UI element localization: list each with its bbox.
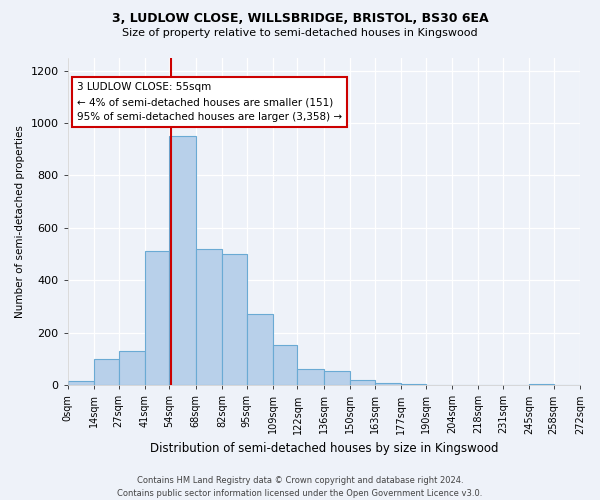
Y-axis label: Number of semi-detached properties: Number of semi-detached properties <box>15 125 25 318</box>
Bar <box>222 254 247 385</box>
Bar <box>94 359 119 385</box>
Text: Contains HM Land Registry data © Crown copyright and database right 2024.
Contai: Contains HM Land Registry data © Crown c… <box>118 476 482 498</box>
Text: 3 LUDLOW CLOSE: 55sqm
← 4% of semi-detached houses are smaller (151)
95% of semi: 3 LUDLOW CLOSE: 55sqm ← 4% of semi-detac… <box>77 82 342 122</box>
X-axis label: Distribution of semi-detached houses by size in Kingswood: Distribution of semi-detached houses by … <box>149 442 498 455</box>
Bar <box>529 384 554 385</box>
Bar <box>298 370 324 385</box>
Text: Size of property relative to semi-detached houses in Kingswood: Size of property relative to semi-detach… <box>122 28 478 38</box>
Bar <box>324 370 350 385</box>
Bar <box>119 351 145 385</box>
Bar <box>350 380 375 385</box>
Bar <box>401 384 425 385</box>
Bar <box>145 252 169 385</box>
Bar <box>68 381 94 385</box>
Bar <box>247 314 273 385</box>
Bar <box>196 249 222 385</box>
Bar <box>169 136 196 385</box>
Bar <box>425 384 452 385</box>
Bar <box>273 344 298 385</box>
Text: 3, LUDLOW CLOSE, WILLSBRIDGE, BRISTOL, BS30 6EA: 3, LUDLOW CLOSE, WILLSBRIDGE, BRISTOL, B… <box>112 12 488 26</box>
Bar <box>375 382 401 385</box>
